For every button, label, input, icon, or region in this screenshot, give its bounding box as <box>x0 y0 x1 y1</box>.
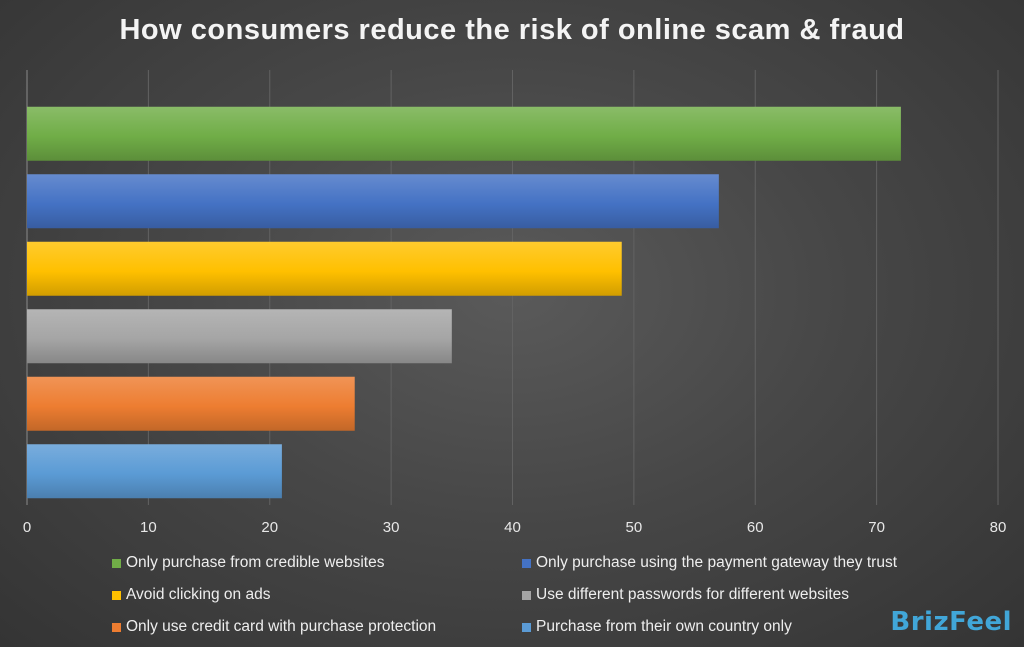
x-tick-label: 10 <box>140 519 157 536</box>
x-tick-label: 50 <box>626 519 643 536</box>
bar-4 <box>27 309 452 364</box>
legend-item: Only purchase using the payment gateway … <box>522 552 942 574</box>
legend-item: Only purchase from credible websites <box>112 552 522 574</box>
legend-swatch <box>112 622 121 632</box>
legend-item: Only use credit card with purchase prote… <box>112 616 522 638</box>
bar-6 <box>27 444 282 499</box>
legend-label: Avoid clicking on ads <box>126 586 271 603</box>
x-tick-label: 80 <box>990 519 1007 536</box>
legend-label: Only purchase using the payment gateway … <box>536 554 898 571</box>
legend-label: Purchase from their own country only <box>536 618 792 635</box>
bar-2 <box>27 174 719 229</box>
legend-item: Use different passwords for different we… <box>522 584 942 606</box>
legend-label: Use different passwords for different we… <box>536 586 850 603</box>
legend-swatch <box>522 590 531 600</box>
x-tick-label: 30 <box>383 519 400 536</box>
legend-swatch <box>522 622 531 632</box>
chart-title: How consumers reduce the risk of online … <box>119 14 905 46</box>
bar-5 <box>27 376 355 431</box>
x-tick-label: 40 <box>504 519 521 536</box>
legend-item: Purchase from their own country only <box>522 616 942 638</box>
x-tick-label: 0 <box>23 519 31 536</box>
bars <box>27 106 901 499</box>
brizfeel-logo: BrizFeel <box>890 607 1012 637</box>
legend-swatch <box>112 590 121 600</box>
x-axis-ticks: 0 10 20 30 40 50 60 70 80 <box>23 519 1007 536</box>
bar-3 <box>27 241 622 296</box>
legend-label: Only purchase from credible websites <box>126 554 385 571</box>
x-tick-label: 60 <box>747 519 764 536</box>
legend-swatch <box>522 558 531 568</box>
x-tick-label: 20 <box>261 519 278 536</box>
bar-1 <box>27 106 901 161</box>
legend-swatch <box>112 558 121 568</box>
x-tick-label: 70 <box>868 519 885 536</box>
legend-label: Only use credit card with purchase prote… <box>126 618 437 635</box>
legend: Only purchase from credible websites Only… <box>112 552 942 638</box>
legend-item: Avoid clicking on ads <box>112 584 522 606</box>
